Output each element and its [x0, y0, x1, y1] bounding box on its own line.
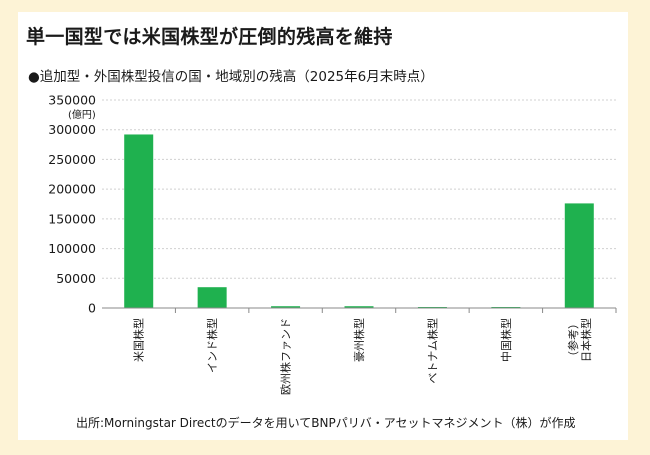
x-category-label: （参考） [566, 318, 580, 362]
x-category-label: インド株型 [205, 318, 219, 373]
y-axis-unit-label: (億円) [68, 108, 96, 121]
x-category-label: 日本株型 [579, 318, 593, 362]
bar-chart: 0 50000 100000 150000 200000 250000 300000 3500… [48, 93, 617, 395]
y-tick-label: 50000 [56, 271, 96, 286]
bar [271, 306, 301, 308]
category-labels: 米国株型 インド株型 欧州株ファンド 豪州株型 ベトナム株型 中国株型 （参考） 日本株型 [132, 318, 593, 395]
bar [197, 287, 227, 308]
chart-title: 単一国型では米国株型が圧倒的残高を維持 [26, 26, 393, 48]
bars [124, 134, 594, 308]
source-note: 出所:Morningstar Directのデータを用いてBNPパリバ・アセット… [76, 416, 576, 430]
chart-subtitle: ●追加型・外国株型投信の国・地域別の残高（2025年6月末時点） [28, 69, 434, 85]
y-tick-label: 350000 [48, 93, 96, 108]
x-category-label: ベトナム株型 [425, 318, 439, 384]
x-category-label: 欧州株ファンド [279, 318, 293, 395]
y-tick-label: 250000 [48, 152, 96, 167]
bar [124, 134, 154, 308]
y-tick-label: 100000 [48, 241, 96, 256]
bar [344, 306, 374, 308]
y-tick-label: 200000 [48, 182, 96, 197]
x-axis [102, 307, 617, 313]
x-category-label: 米国株型 [132, 318, 146, 362]
x-category-label: 中国株型 [499, 318, 513, 362]
y-axis-ticks: 0 50000 100000 150000 200000 250000 300000 3500… [48, 93, 96, 316]
y-tick-label: 150000 [48, 211, 96, 226]
y-tick-label: 0 [88, 301, 96, 316]
y-tick-label: 300000 [48, 122, 96, 137]
bar [564, 203, 594, 308]
gridlines [102, 99, 616, 279]
x-category-label: 豪州株型 [352, 318, 366, 362]
chart-card: 単一国型では米国株型が圧倒的残高を維持 ●追加型・外国株型投信の国・地域別の残高… [18, 12, 628, 440]
